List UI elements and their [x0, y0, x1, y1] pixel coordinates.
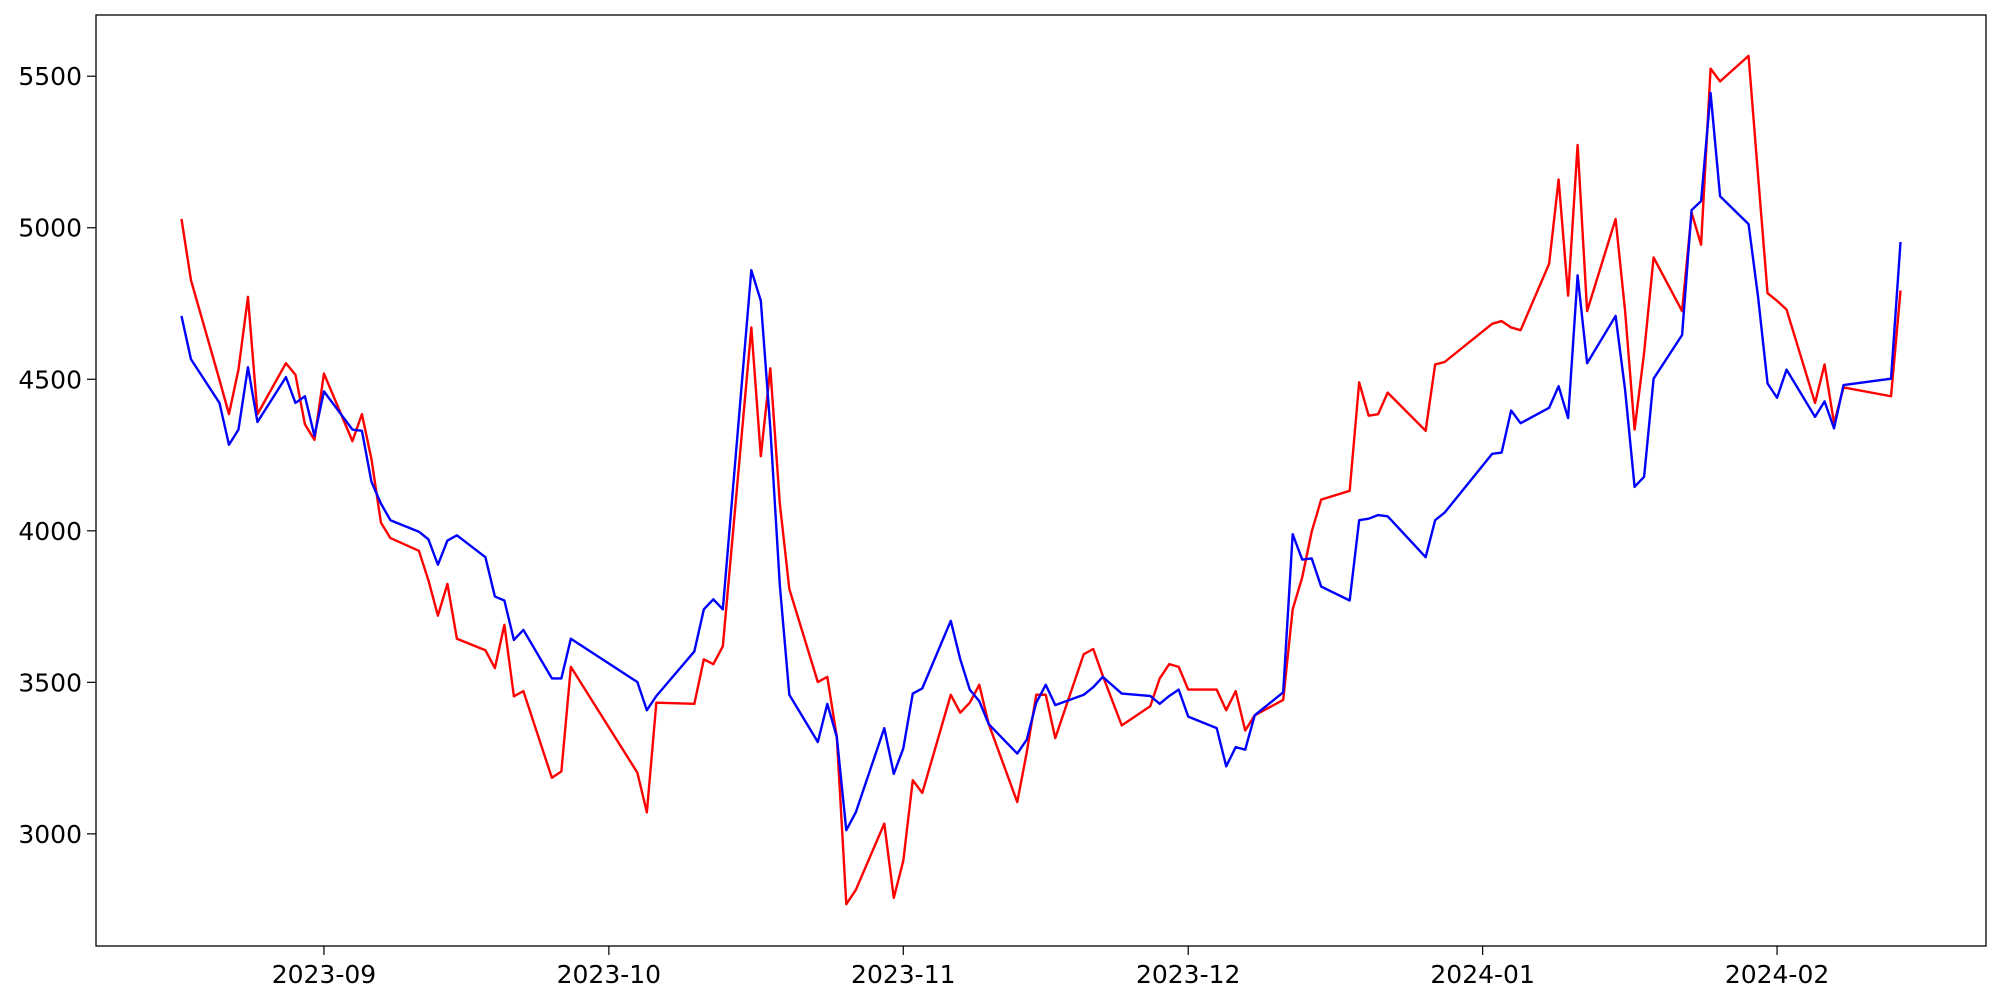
- y-tick-label: 5500: [18, 62, 82, 91]
- x-tick-label: 2023-09: [272, 960, 376, 989]
- x-tick-label: 2023-11: [851, 960, 955, 989]
- x-tick-label: 2024-01: [1430, 960, 1534, 989]
- x-tick-label: 2023-12: [1136, 960, 1240, 989]
- y-tick-label: 3500: [18, 668, 82, 697]
- x-tick-label: 2023-10: [557, 960, 661, 989]
- y-tick-label: 5000: [18, 214, 82, 243]
- y-tick-label: 4500: [18, 365, 82, 394]
- line-series: [180, 54, 1902, 906]
- y-tick-label: 3000: [18, 820, 82, 849]
- line-series: [180, 91, 1902, 832]
- x-tick-label: 2024-02: [1725, 960, 1829, 989]
- plot-frame: [95, 14, 1987, 947]
- y-tick-label: 4000: [18, 517, 82, 546]
